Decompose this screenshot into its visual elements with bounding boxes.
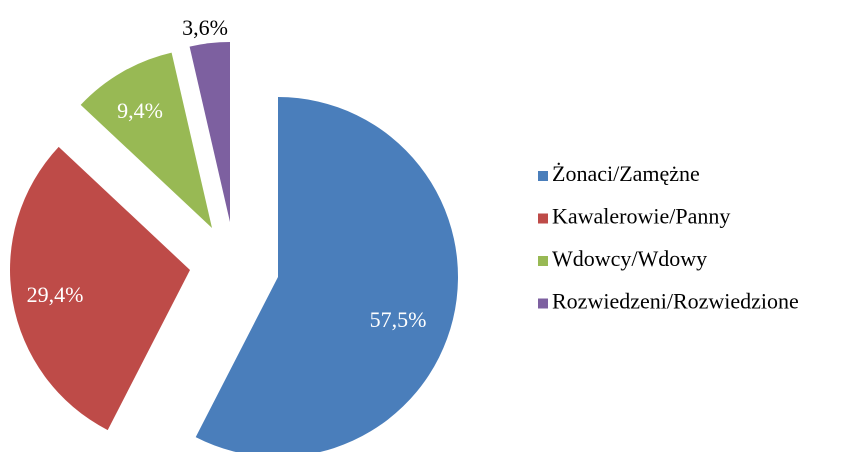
legend-swatch	[538, 213, 548, 224]
pie-slice	[189, 42, 230, 222]
legend-label: Kawalerowie/Panny	[552, 204, 730, 229]
pie-slice	[9, 146, 190, 431]
pie-slice	[195, 97, 458, 452]
data-label: 57,5%	[370, 307, 427, 332]
legend-swatch	[538, 298, 548, 309]
legend-label: Żonaci/Zamężne	[552, 161, 700, 186]
data-label: 3,6%	[182, 15, 228, 40]
pie-slice	[80, 52, 213, 229]
data-label: 9,4%	[117, 98, 163, 123]
legend-swatch	[538, 256, 548, 266]
legend-label: Wdowcy/Wdowy	[552, 246, 707, 271]
data-label: 29,4%	[27, 282, 84, 307]
legend-label: Rozwiedzeni/Rozwiedzione	[552, 289, 799, 314]
legend-swatch	[538, 171, 548, 181]
